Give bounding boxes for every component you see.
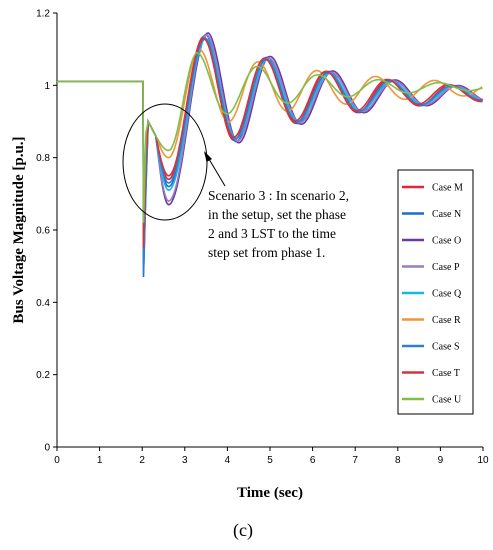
annotation-line-2: in the setup, set the phase [208,207,346,222]
legend: Case M Case N Case O Case P Case Q Case R Case… [397,169,474,415]
annotation: Scenario 3 : In scenario 2, in the setup… [204,151,349,260]
series-line-case-t [57,37,483,249]
y-tick-label: 0.6 [36,226,50,237]
series-line-case-p [57,33,484,256]
legend-entry: Case Q [432,289,462,300]
series-lines [57,31,484,278]
legend-entry: Case U [432,395,462,406]
x-tick-label: 7 [352,455,358,466]
annotation-line-3: 2 and 3 LST to the time [208,226,336,241]
x-tick-label: 3 [182,455,188,466]
highlight-ellipse [122,103,208,221]
panel-label: (c) [233,520,253,541]
y-tick-label: 0.8 [36,153,50,164]
legend-entry: Case M [432,183,463,194]
legend-entry: Case O [432,236,461,247]
legend-entry: Case S [432,342,460,353]
x-tick-label: 5 [267,455,273,466]
x-tick-label: 6 [310,455,316,466]
x-tick-label: 1 [97,455,103,466]
x-tick-label: 2 [139,455,145,466]
annotation-line-4: step set from phase 1. [208,245,325,260]
x-tick-label: 4 [225,455,231,466]
plot-area: 0 1 2 3 4 5 6 7 8 9 10 0 0.2 0.4 0.6 0.8 1 1.2 [36,9,489,467]
legend-entry: Case N [432,209,461,220]
legend-entry: Case R [432,315,461,326]
series-line-case-r [57,48,483,231]
x-tick-label: 9 [438,455,444,466]
x-tick-label: 0 [54,455,60,466]
y-tick-label: 0 [44,443,50,454]
y-tick-label: 1.2 [36,9,50,20]
x-ticks: 0 1 2 3 4 5 6 7 8 9 10 [54,447,489,466]
x-tick-label: 8 [395,455,401,466]
legend-entry: Case P [432,262,460,273]
y-ticks: 0 0.2 0.4 0.6 0.8 1 1.2 [36,9,57,454]
arrow-head-icon [204,151,212,162]
y-tick-label: 0.4 [36,298,50,309]
x-axis-label: Time (sec) [237,485,303,501]
y-tick-label: 0.2 [36,370,50,381]
legend-entry: Case T [432,368,460,379]
y-axis-label: Bus Voltage Magnitude [p.u.] [11,136,27,323]
y-tick-label: 1 [44,81,50,92]
annotation-line-1: Scenario 3 : In scenario 2, [208,188,349,203]
series-line-case-u [57,52,483,223]
x-tick-label: 10 [477,455,489,466]
